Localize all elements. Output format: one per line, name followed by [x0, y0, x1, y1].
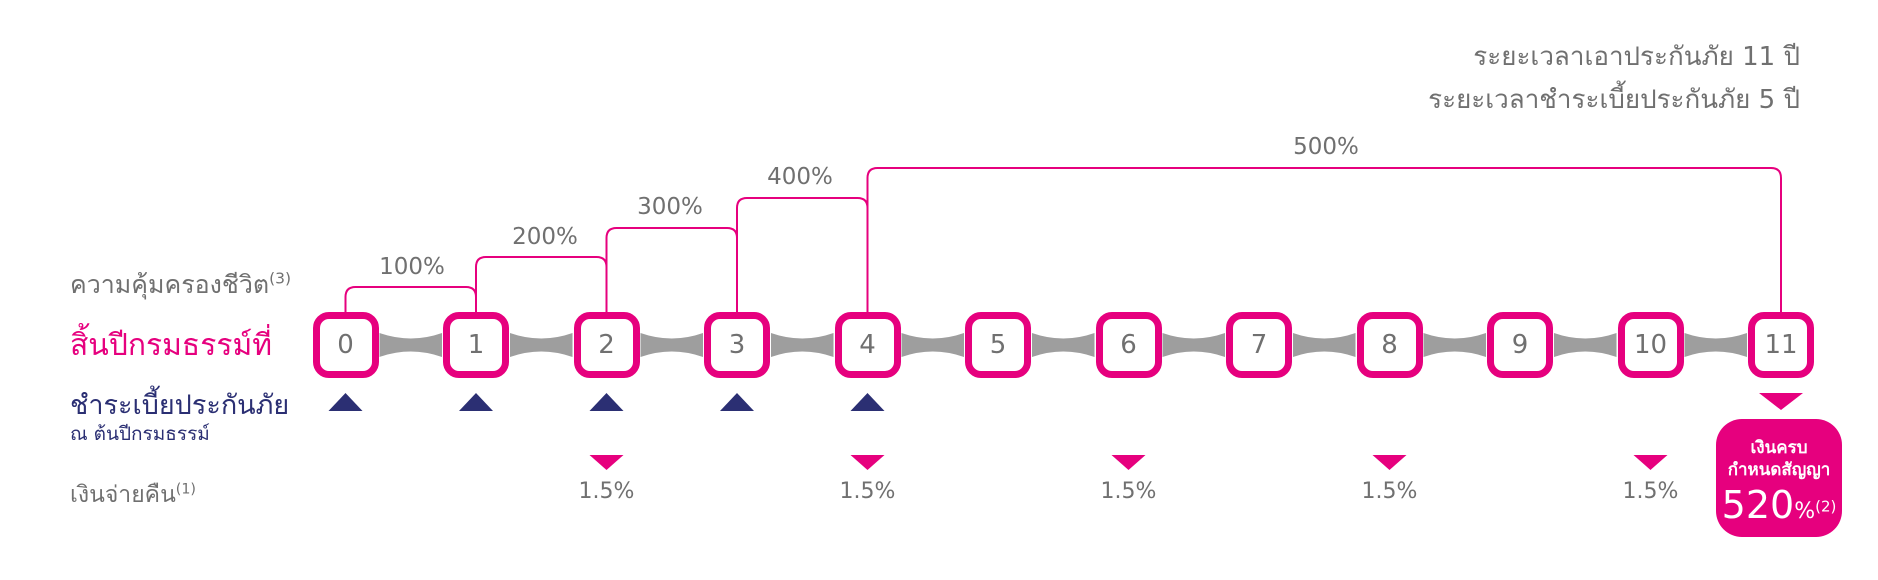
- premium-payment-sub-label: ณ ต้นปีกรมธรรม์: [70, 423, 210, 445]
- premium-marker-icon: [328, 393, 363, 411]
- life-coverage-label: ความคุ้มครองชีวิต(3): [70, 265, 291, 305]
- timeline-connector: [1554, 333, 1617, 357]
- timeline-connector: [1162, 333, 1225, 357]
- coverage-step-line: [736, 197, 869, 312]
- premium-marker-icon: [850, 393, 885, 411]
- policy-year-box: 7: [1226, 312, 1292, 378]
- maturity-benefit-badge: เงินครบ กำหนดสัญญา 520%(2): [1716, 419, 1842, 537]
- payout-value: 1.5%: [1622, 479, 1679, 504]
- payout-label: เงินจ่ายคืน(1): [70, 477, 196, 513]
- payout-marker-icon: [1372, 455, 1407, 470]
- payout-value: 1.5%: [1100, 479, 1157, 504]
- timeline-connector: [1032, 333, 1095, 357]
- coverage-step-label: 200%: [512, 224, 578, 250]
- timeline-connector: [771, 333, 834, 357]
- life-coverage-text: ความคุ้มครองชีวิต: [70, 270, 270, 299]
- life-coverage-footnote: (3): [269, 269, 292, 288]
- payout-marker-icon: [850, 455, 885, 470]
- policy-year-box: 10: [1617, 312, 1684, 378]
- policy-year-box: 5: [965, 312, 1031, 378]
- coverage-step-line: [605, 227, 738, 312]
- policy-year-box: 0: [312, 312, 379, 378]
- coverage-step-line: [344, 286, 477, 312]
- coverage-period-text: ระยะเวลาเอาประกันภัย 11 ปี: [1473, 42, 1800, 72]
- timeline-connector: [901, 333, 964, 357]
- timeline-connector: [1293, 333, 1356, 357]
- policy-year-box: 9: [1487, 312, 1553, 378]
- coverage-step-label: 400%: [767, 164, 833, 190]
- policy-year-box: 6: [1095, 312, 1162, 378]
- payout-value: 1.5%: [1361, 479, 1418, 504]
- premium-marker-icon: [720, 393, 754, 411]
- payment-period-text: ระยะเวลาชำระเบี้ยประกันภัย 5 ปี: [1428, 85, 1800, 115]
- maturity-title-line1: เงินครบ: [1750, 438, 1808, 458]
- payout-marker-icon: [1633, 455, 1668, 470]
- maturity-unit: %: [1794, 499, 1816, 524]
- premium-marker-icon: [459, 393, 493, 411]
- maturity-marker-icon: [1759, 393, 1803, 410]
- payout-marker-icon: [589, 455, 624, 470]
- payout-value: 1.5%: [578, 479, 635, 504]
- timeline-connector: [640, 333, 703, 357]
- timeline-connector: [1684, 333, 1747, 357]
- policy-year-box: 3: [704, 312, 770, 378]
- maturity-title-line2: กำหนดสัญญา: [1727, 460, 1831, 480]
- coverage-step-line: [475, 256, 608, 312]
- policy-year-box: 11: [1748, 312, 1814, 378]
- coverage-step-line: [866, 167, 1782, 312]
- policy-year-box: 4: [834, 312, 901, 378]
- policy-year-box: 1: [443, 312, 509, 378]
- timeline-connector: [510, 333, 573, 357]
- policy-year-box: 8: [1356, 312, 1423, 378]
- timeline-connector: [379, 333, 442, 357]
- coverage-step-label: 500%: [1293, 134, 1359, 160]
- premium-marker-icon: [589, 393, 624, 411]
- payout-marker-icon: [1111, 455, 1146, 470]
- timeline-connector: [1423, 333, 1486, 357]
- maturity-footnote: (2): [1815, 497, 1837, 516]
- payout-text: เงินจ่ายคืน: [70, 482, 176, 508]
- policy-year-box: 2: [573, 312, 640, 378]
- maturity-value: 520: [1721, 483, 1795, 527]
- coverage-step-label: 100%: [379, 254, 445, 280]
- premium-payment-label: ชำระเบี้ยประกันภัย: [70, 390, 290, 421]
- payout-value: 1.5%: [839, 479, 896, 504]
- policy-year-end-label: สิ้นปีกรมธรรม์ที่: [70, 328, 273, 363]
- coverage-step-label: 300%: [637, 194, 703, 220]
- payout-footnote: (1): [175, 481, 196, 498]
- maturity-value-line: 520%(2): [1716, 485, 1842, 533]
